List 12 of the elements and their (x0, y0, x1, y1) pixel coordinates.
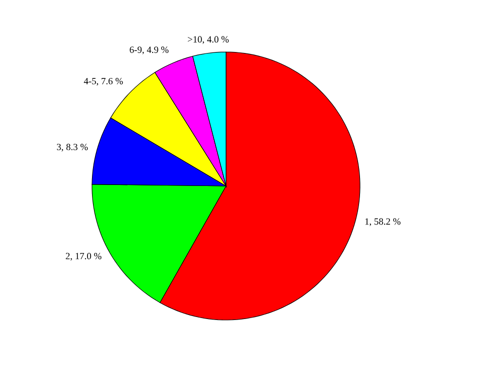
data-label: , 8.3 % (62, 144, 88, 152)
slice-label: 4-5 (84, 78, 96, 84)
data-label: , 7.6 % (96, 78, 123, 86)
data-label: , 4.9 % (142, 46, 168, 54)
data-label: , 17.0 % (70, 252, 102, 261)
data-label: , 4.0 % (202, 36, 229, 44)
slice-label: 3 (56, 144, 61, 150)
slice-label: >10 (188, 36, 202, 43)
slice-label: 6-9 (130, 46, 142, 53)
slice-label: 2 (66, 252, 70, 260)
slice-label: 1 (365, 218, 369, 225)
data-label: , 58.2 % (370, 218, 400, 226)
